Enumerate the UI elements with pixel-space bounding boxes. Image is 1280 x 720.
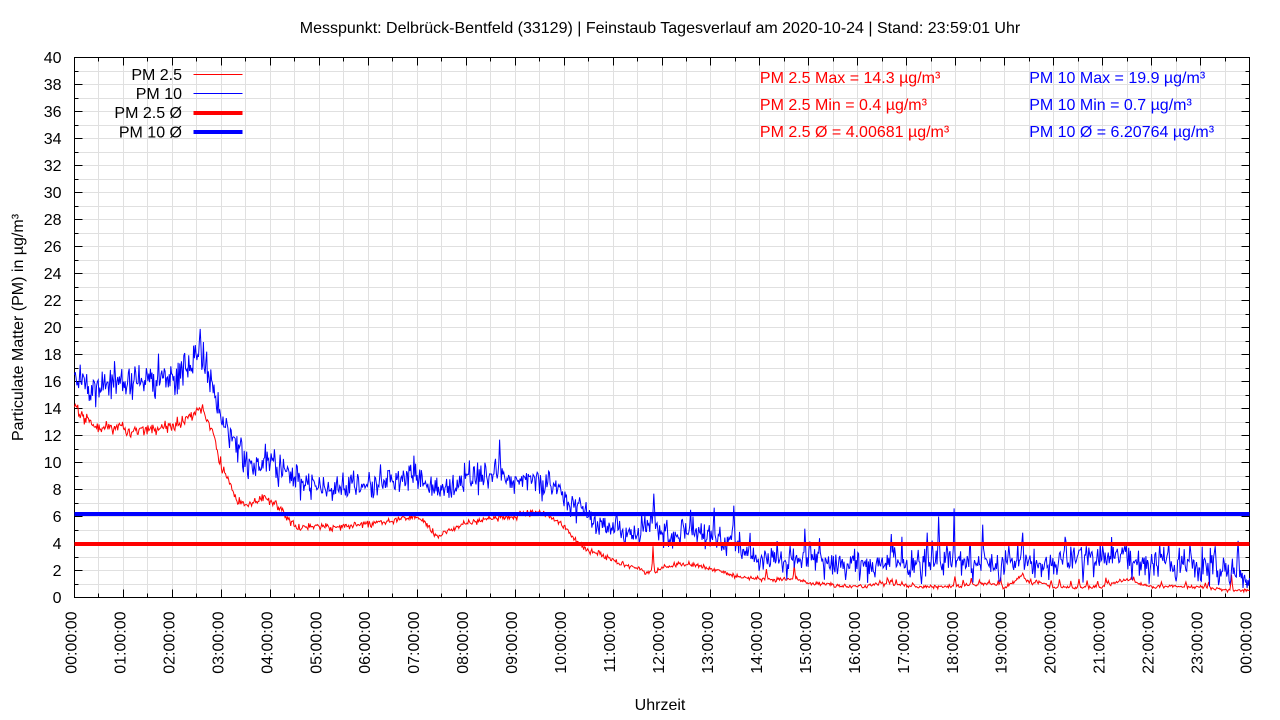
- svg-text:28: 28: [44, 212, 62, 229]
- svg-text:10:00:00: 10:00:00: [553, 611, 570, 673]
- svg-text:14: 14: [44, 401, 62, 418]
- svg-text:08:00:00: 08:00:00: [455, 611, 472, 673]
- svg-text:17:00:00: 17:00:00: [896, 611, 913, 673]
- svg-text:PM 2.5 Ø: PM 2.5 Ø: [114, 105, 182, 122]
- svg-text:32: 32: [44, 158, 62, 175]
- svg-text:20:00:00: 20:00:00: [1043, 611, 1060, 673]
- svg-text:10: 10: [44, 455, 62, 472]
- svg-text:09:00:00: 09:00:00: [504, 611, 521, 673]
- svg-text:00:00:00: 00:00:00: [1239, 611, 1256, 673]
- svg-text:0: 0: [53, 590, 62, 607]
- svg-text:26: 26: [44, 239, 62, 256]
- svg-text:23:00:00: 23:00:00: [1190, 611, 1207, 673]
- svg-text:20: 20: [44, 320, 62, 337]
- svg-text:PM 2.5 Ø = 4.00681 µg/m³: PM 2.5 Ø = 4.00681 µg/m³: [760, 124, 950, 141]
- svg-text:07:00:00: 07:00:00: [406, 611, 423, 673]
- svg-text:11:00:00: 11:00:00: [602, 611, 619, 672]
- svg-text:21:00:00: 21:00:00: [1092, 611, 1109, 673]
- svg-text:PM 2.5: PM 2.5: [131, 67, 182, 84]
- svg-text:22: 22: [44, 293, 62, 310]
- svg-text:8: 8: [53, 482, 62, 499]
- svg-text:00:00:00: 00:00:00: [64, 611, 81, 673]
- svg-text:30: 30: [44, 185, 62, 202]
- svg-text:01:00:00: 01:00:00: [113, 611, 130, 673]
- svg-text:4: 4: [53, 536, 62, 553]
- svg-text:PM 2.5 Max = 14.3 µg/m³: PM 2.5 Max = 14.3 µg/m³: [760, 70, 941, 87]
- svg-text:22:00:00: 22:00:00: [1141, 611, 1158, 673]
- svg-text:03:00:00: 03:00:00: [210, 611, 227, 673]
- svg-text:6: 6: [53, 509, 62, 526]
- svg-text:Particulate Matter (PM) in µg/: Particulate Matter (PM) in µg/m³: [10, 213, 27, 441]
- svg-text:38: 38: [44, 77, 62, 94]
- svg-text:12:00:00: 12:00:00: [651, 611, 668, 673]
- svg-text:16:00:00: 16:00:00: [847, 611, 864, 673]
- svg-text:02:00:00: 02:00:00: [161, 611, 178, 673]
- svg-text:18:00:00: 18:00:00: [945, 611, 962, 673]
- svg-text:19:00:00: 19:00:00: [994, 611, 1011, 673]
- svg-text:PM 2.5 Min = 0.4 µg/m³: PM 2.5 Min = 0.4 µg/m³: [760, 97, 928, 114]
- svg-text:36: 36: [44, 104, 62, 121]
- svg-text:Messpunkt: Delbrück-Bentfeld (: Messpunkt: Delbrück-Bentfeld (33129) | F…: [300, 20, 1021, 37]
- svg-text:12: 12: [44, 428, 62, 445]
- svg-text:PM 10 Min = 0.7 µg/m³: PM 10 Min = 0.7 µg/m³: [1029, 97, 1192, 114]
- svg-text:PM 10 Ø = 6.20764 µg/m³: PM 10 Ø = 6.20764 µg/m³: [1029, 124, 1215, 141]
- svg-text:18: 18: [44, 347, 62, 364]
- svg-text:05:00:00: 05:00:00: [308, 611, 325, 673]
- svg-text:14:00:00: 14:00:00: [749, 611, 766, 673]
- svg-text:34: 34: [44, 131, 62, 148]
- svg-text:06:00:00: 06:00:00: [357, 611, 374, 673]
- svg-text:04:00:00: 04:00:00: [259, 611, 276, 673]
- svg-text:2: 2: [53, 563, 62, 580]
- svg-text:PM 10: PM 10: [136, 86, 182, 103]
- svg-text:13:00:00: 13:00:00: [700, 611, 717, 673]
- svg-text:PM 10 Ø: PM 10 Ø: [119, 124, 182, 141]
- svg-text:24: 24: [44, 266, 62, 283]
- svg-text:15:00:00: 15:00:00: [798, 611, 815, 673]
- svg-text:40: 40: [44, 50, 62, 67]
- svg-text:PM 10 Max = 19.9 µg/m³: PM 10 Max = 19.9 µg/m³: [1029, 70, 1206, 87]
- svg-text:16: 16: [44, 374, 62, 391]
- svg-text:Uhrzeit: Uhrzeit: [635, 697, 686, 714]
